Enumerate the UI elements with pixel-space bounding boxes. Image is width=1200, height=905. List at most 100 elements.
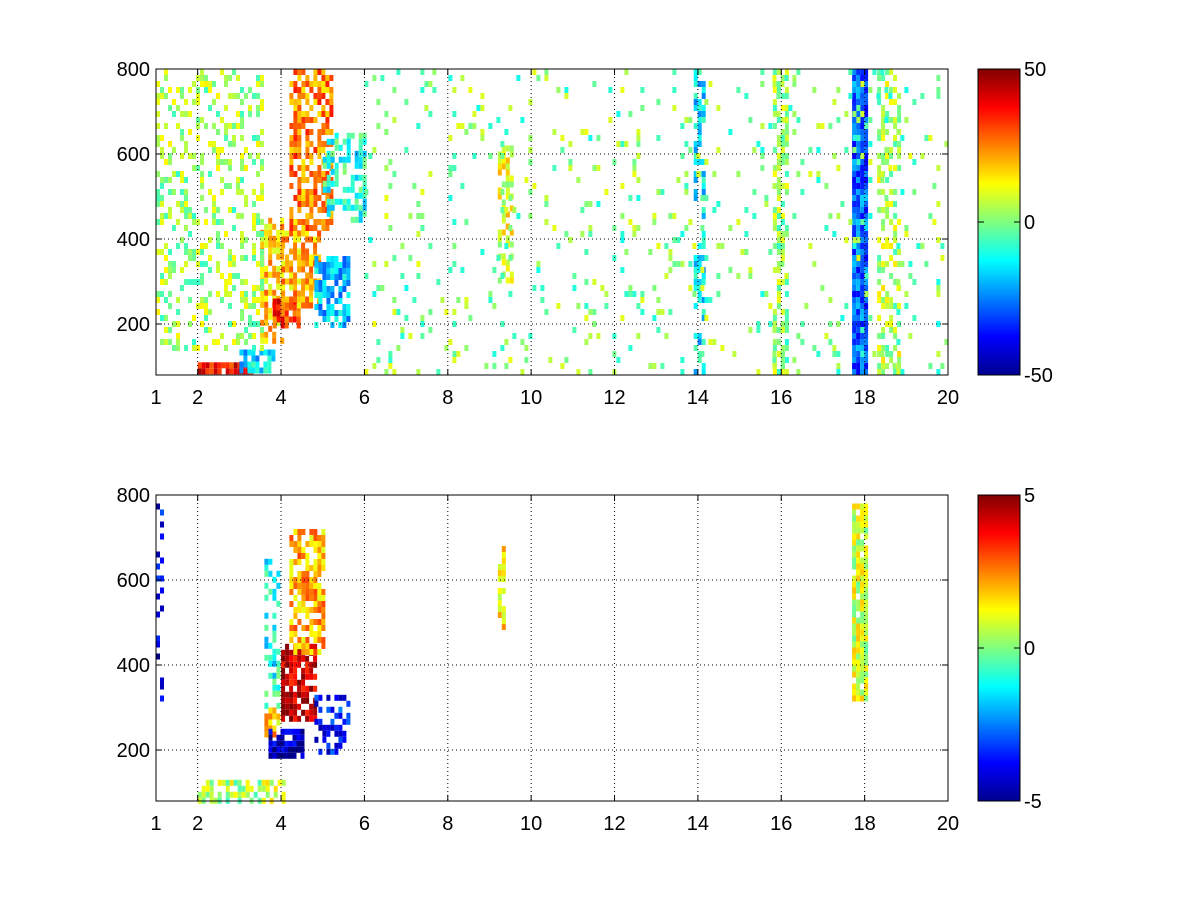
heatmap-cell (314, 718, 319, 725)
heatmap-cell (276, 253, 281, 260)
heatmap-cell (400, 327, 405, 333)
heatmap-cell (264, 731, 269, 738)
heatmap-cell (852, 159, 857, 165)
heatmap-cell (772, 327, 777, 333)
heatmap-cell (885, 261, 890, 267)
heatmap-cell (224, 183, 228, 189)
heatmap-cell (276, 271, 281, 278)
heatmap-cell (293, 607, 298, 613)
heatmap-cell (752, 147, 757, 153)
heatmap-cell (576, 303, 581, 309)
heatmap-cell (856, 273, 861, 279)
heatmap-cell (264, 271, 269, 278)
heatmap-cell (852, 165, 857, 171)
heatmap-cell (701, 309, 706, 315)
heatmap-cell (776, 207, 781, 213)
heatmap-cell (580, 231, 585, 237)
heatmap-cell (852, 87, 857, 93)
heatmap-cell (260, 189, 264, 195)
heatmap-cell (309, 117, 314, 123)
heatmap-cell (252, 219, 256, 225)
heatmap-cell (321, 141, 326, 147)
heatmap-cell (309, 81, 314, 87)
heatmap-cell (322, 156, 327, 163)
heatmap-cell (864, 213, 869, 219)
heatmap-cell (334, 262, 339, 268)
heatmap-cell (860, 617, 865, 624)
heatmap-cell (184, 141, 188, 147)
heatmap-cell (317, 559, 322, 565)
heatmap-cell (701, 237, 706, 243)
heatmap-cell (697, 117, 702, 123)
heatmap-cell (284, 316, 289, 323)
heatmap-cell (700, 285, 705, 291)
heatmap-cell (860, 587, 865, 594)
heatmap-cell (780, 153, 785, 159)
heatmap-cell (860, 369, 865, 375)
heatmap-cell (893, 75, 898, 81)
heatmap-cell (480, 93, 485, 99)
heatmap-cell (224, 345, 228, 351)
heatmap-cell (760, 123, 765, 129)
heatmap-cell (342, 274, 347, 280)
heatmap-cell (616, 141, 621, 147)
heatmap-cell (776, 249, 781, 255)
heatmap-cell (928, 363, 933, 369)
heatmap-cell (852, 315, 857, 321)
heatmap-cell (224, 291, 228, 297)
heatmap-cell (156, 93, 160, 99)
heatmap-cell (160, 195, 164, 201)
heatmap-cell (936, 87, 941, 93)
heatmap-cell (317, 565, 322, 571)
heatmap-cell (236, 333, 240, 339)
heatmap-cell (452, 309, 457, 315)
heatmap-cell (338, 736, 343, 743)
heatmap-cell (289, 697, 294, 704)
heatmap-cell (592, 81, 597, 87)
heatmap-cell (301, 117, 306, 123)
heatmap-cell (296, 740, 301, 747)
heatmap-cell (260, 99, 264, 105)
heatmap-cell (860, 539, 865, 546)
heatmap-cell (313, 709, 318, 716)
heatmap-cell (856, 171, 861, 177)
heatmap-cell (156, 575, 160, 582)
heatmap-cell (255, 355, 260, 362)
heatmap-cell (272, 304, 277, 311)
heatmap-cell (256, 297, 260, 303)
heatmap-cell (237, 791, 242, 798)
heatmap-cell (444, 309, 449, 315)
heatmap-cell (205, 785, 210, 792)
heatmap-cell (305, 643, 310, 649)
heatmap-cell (697, 339, 702, 345)
heatmap-cell (452, 321, 457, 327)
heatmap-cell (325, 219, 330, 225)
heatmap-cell (293, 69, 298, 75)
heatmap-cell (176, 339, 180, 345)
heatmap-cell (313, 99, 318, 105)
heatmap-cell (856, 557, 861, 564)
heatmap-cell (317, 165, 322, 171)
heatmap-cell (248, 87, 252, 93)
heatmap-cell (322, 262, 327, 268)
heatmap-cell (693, 303, 698, 309)
heatmap-cell (321, 111, 326, 117)
heatmap-cell (852, 171, 857, 177)
heatmap-cell (396, 309, 401, 315)
heatmap-cell (700, 351, 705, 357)
heatmap-cell (480, 105, 485, 111)
heatmap-cell (588, 201, 593, 207)
heatmap-cell (852, 111, 857, 117)
heatmap-cell (273, 785, 278, 792)
heatmap-cell (164, 75, 168, 81)
heatmap-cell (928, 213, 933, 219)
heatmap-cell (313, 183, 318, 189)
heatmap-cell (748, 327, 753, 333)
heatmap-cell (334, 712, 339, 719)
heatmap-cell (268, 707, 273, 714)
heatmap-cell (497, 193, 502, 200)
heatmap-cell (672, 105, 677, 111)
heatmap-cell (852, 183, 857, 189)
heatmap-cell (200, 303, 204, 309)
heatmap-cell (632, 159, 637, 165)
